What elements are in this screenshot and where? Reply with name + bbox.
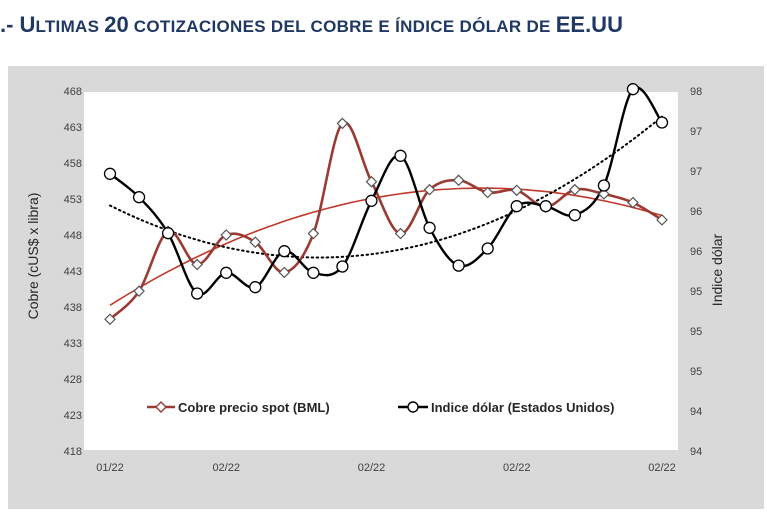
dollar-point bbox=[161, 227, 175, 240]
x-tick-label: 01/22 bbox=[96, 462, 124, 474]
dollar-point bbox=[452, 259, 465, 272]
title-suffix: EE.UU bbox=[555, 12, 623, 37]
dollar-point bbox=[597, 179, 611, 192]
dollar-point bbox=[423, 221, 436, 234]
dollar-point bbox=[365, 194, 378, 207]
dollar-point bbox=[655, 116, 669, 129]
y-left-tick-label: 438 bbox=[64, 302, 82, 314]
copper-point bbox=[104, 313, 116, 326]
dollar-point bbox=[249, 281, 262, 294]
y-right-tick-label: 98 bbox=[690, 86, 702, 98]
dollar-trendline bbox=[109, 115, 663, 259]
copper-point bbox=[510, 184, 523, 197]
copper-point bbox=[627, 196, 639, 209]
y-axis-right-title: Indice dólar bbox=[709, 233, 725, 306]
dollar-point bbox=[132, 191, 146, 204]
y-right-tick-label: 96 bbox=[690, 246, 702, 258]
copper-point bbox=[336, 117, 349, 130]
y-left-tick-label: 448 bbox=[64, 230, 82, 242]
copper-point bbox=[656, 214, 668, 226]
trendlines bbox=[109, 115, 663, 306]
dollar-point bbox=[191, 287, 204, 300]
y-right-tick-label: 94 bbox=[690, 406, 702, 418]
legend-copper-marker bbox=[155, 401, 167, 413]
y-left-tick-label: 453 bbox=[64, 194, 82, 206]
title-word1-rest: LTIMAS bbox=[35, 17, 105, 36]
title-prefix: .- U bbox=[0, 12, 36, 37]
copper-point bbox=[568, 183, 581, 196]
dollar-point bbox=[336, 260, 349, 273]
copper-point bbox=[307, 227, 320, 240]
page-title: .- ULTIMAS 20 COTIZACIONES DEL COBRE E Í… bbox=[0, 12, 767, 38]
dollar-point bbox=[103, 167, 117, 180]
x-tick-label: 02/22 bbox=[503, 462, 531, 474]
dollar-point bbox=[568, 209, 581, 222]
dollar-point bbox=[394, 149, 407, 162]
y-axis-left-title: Cobre (cUS$ x libra) bbox=[25, 193, 41, 320]
copper-point bbox=[278, 266, 291, 279]
x-tick-label: 02/22 bbox=[358, 462, 386, 474]
copper-point bbox=[220, 229, 233, 241]
plot-area bbox=[84, 92, 678, 450]
copper-point bbox=[365, 175, 378, 188]
dollar-point bbox=[481, 242, 494, 255]
y-left-tick-label: 433 bbox=[64, 338, 82, 350]
legend-dollar-label: Indice dólar (Estados Unidos) bbox=[431, 400, 614, 415]
y-right-tick-labels: 98 97 97 96 96 95 95 95 94 94 bbox=[690, 86, 702, 458]
legend-copper-label: Cobre precio spot (BML) bbox=[178, 400, 330, 415]
y-left-tick-label: 458 bbox=[64, 158, 82, 170]
copper-point bbox=[249, 236, 262, 249]
y-right-tick-label: 97 bbox=[690, 166, 702, 178]
title-number: 20 bbox=[104, 12, 129, 37]
dollar-point bbox=[539, 200, 552, 213]
x-tick-label: 02/22 bbox=[648, 462, 676, 474]
dollar-point bbox=[307, 266, 320, 279]
y-left-tick-label: 463 bbox=[64, 122, 82, 134]
copper-point bbox=[191, 258, 204, 271]
copper-point bbox=[133, 285, 145, 298]
series-markers bbox=[103, 83, 669, 326]
y-left-tick-label: 423 bbox=[64, 410, 82, 422]
y-right-tick-label: 95 bbox=[690, 366, 702, 378]
y-left-tick-labels: 468 463 458 453 448 443 438 433 428 423 418 bbox=[64, 86, 82, 458]
copper-trendline bbox=[109, 187, 663, 306]
y-left-tick-label: 428 bbox=[64, 374, 82, 386]
y-right-tick-label: 97 bbox=[690, 126, 702, 138]
x-tick-label: 02/22 bbox=[212, 462, 240, 474]
copper-point bbox=[394, 227, 407, 240]
title-middle: COTIZACIONES DEL COBRE E ÍNDICE DÓLAR DE bbox=[128, 17, 556, 36]
copper-point bbox=[481, 186, 494, 199]
y-right-tick-label: 95 bbox=[690, 326, 702, 338]
y-right-tick-label: 96 bbox=[690, 206, 702, 218]
copper-point bbox=[452, 174, 465, 187]
dollar-point bbox=[278, 245, 291, 258]
legend: Cobre precio spot (BML) Indice dólar (Es… bbox=[147, 400, 614, 415]
legend-dollar-marker bbox=[407, 401, 419, 413]
y-right-tick-label: 94 bbox=[690, 446, 702, 458]
y-right-tick-label: 95 bbox=[690, 286, 702, 298]
y-left-tick-label: 443 bbox=[64, 266, 82, 278]
y-left-tick-label: 418 bbox=[64, 446, 82, 458]
dollar-point bbox=[220, 266, 233, 279]
dollar-point bbox=[510, 200, 523, 213]
copper-point bbox=[598, 188, 610, 200]
x-tick-labels: 01/22 02/22 02/22 02/22 02/22 bbox=[96, 462, 676, 474]
dollar-point bbox=[626, 83, 640, 96]
y-left-tick-label: 468 bbox=[64, 86, 82, 98]
copper-point bbox=[423, 183, 436, 196]
